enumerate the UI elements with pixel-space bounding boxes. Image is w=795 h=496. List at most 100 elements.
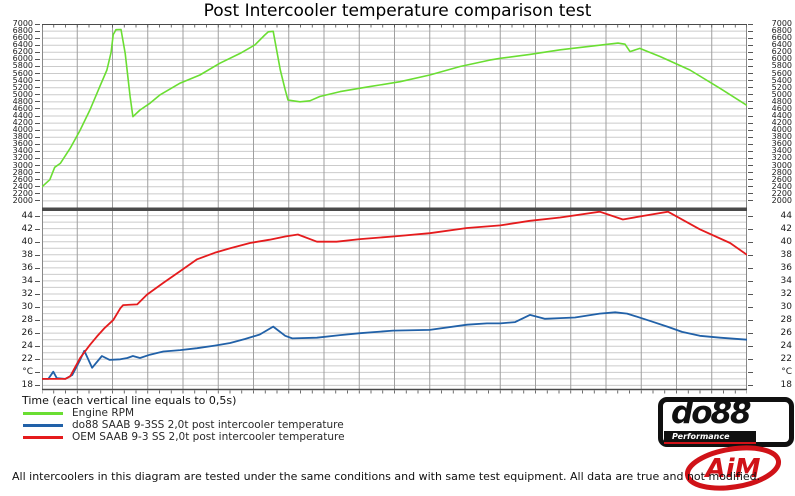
legend: Engine RPM do88 SAAB 9-3SS 2,0t post inte…: [23, 407, 345, 443]
y-axis-tick-mark: [748, 193, 753, 195]
y-axis-tick-mark: [35, 30, 40, 32]
y-axis-tick-mark: [35, 136, 40, 138]
y-axis-tick-mark: [748, 129, 753, 131]
page-title: Post Intercooler temperature comparison …: [203, 1, 592, 21]
y-axis-tick-label: 32: [22, 289, 40, 299]
y-axis-tick-mark: [35, 186, 40, 188]
time-axis-label: Time (each vertical line equals to 0,5s): [22, 394, 237, 407]
y-axis-tick-mark: [35, 307, 40, 309]
y-axis-tick-label: 4800: [13, 97, 40, 106]
y-axis-tick-mark: [35, 157, 40, 159]
y-axis-tick-label: 22: [22, 355, 40, 364]
y-axis-tick-mark: [748, 267, 753, 269]
y-axis-tick-mark: [748, 73, 753, 75]
y-axis-tick-mark: [35, 122, 40, 124]
aim-logo: AiM: [684, 445, 782, 491]
y-axis-tick-label: 6000: [748, 55, 792, 63]
y-axis-tick-mark: [35, 108, 40, 110]
legend-label-2: OEM SAAB 9-3 SS 2,0t post intercooler te…: [72, 431, 345, 443]
series-line-0: [42, 28, 747, 188]
y-axis-tick-label: 2400: [13, 182, 40, 191]
y-axis-tick-label: 38: [748, 250, 792, 260]
y-axis-tick-mark: [35, 73, 40, 75]
y-axis-tick-mark: [35, 143, 40, 145]
rpm-chart: [42, 24, 747, 211]
y-axis-tick-mark: [35, 333, 40, 335]
y-axis-tick-label: 6600: [13, 34, 40, 42]
y-axis-tick-label: 6200: [13, 48, 40, 56]
y-axis-tick-label: 24: [748, 342, 792, 351]
y-axis-tick-mark: [35, 346, 40, 348]
series-line-1: [42, 211, 747, 380]
y-axis-tick-label: 44: [22, 211, 40, 221]
y-axis-tick-label: 3400: [13, 147, 40, 155]
do88-logo: do88 Performance: [658, 395, 794, 447]
y-axis-tick-mark: [35, 385, 40, 387]
y-axis-tick-mark: [748, 58, 753, 60]
aim-logo-text: AiM: [704, 454, 761, 484]
y-axis-tick-label: 2600: [13, 175, 40, 184]
y-axis-tick-label: 30: [22, 303, 40, 312]
y-axis-tick-label: °C: [748, 368, 792, 377]
y-axis-tick-label: 2200: [748, 189, 792, 198]
y-axis-tick-mark: [748, 143, 753, 145]
y-axis-tick-label: 44: [748, 211, 792, 221]
y-axis-tick-label: 24: [22, 342, 40, 351]
y-axis-tick-mark: [35, 23, 40, 25]
y-axis-tick-label: 18: [22, 381, 40, 390]
y-axis-tick-label: 3600: [13, 140, 40, 148]
y-axis-tick-mark: [748, 150, 753, 152]
y-axis-tick-label: 5400: [748, 76, 792, 85]
y-axis-tick-label: 2200: [13, 189, 40, 198]
y-axis-tick-mark: [748, 385, 753, 387]
y-axis-tick-label: 4000: [748, 126, 792, 134]
y-axis-tick-mark: [748, 186, 753, 188]
y-axis-tick-label: 5200: [748, 83, 792, 92]
y-axis-tick-label: 38: [22, 250, 40, 260]
y-axis-tick-label: 5800: [13, 62, 40, 70]
y-axis-tick-mark: [35, 372, 40, 374]
y-axis-tick-label: 2800: [13, 168, 40, 177]
panel-separator: [42, 207, 747, 211]
legend-item-2: OEM SAAB 9-3 SS 2,0t post intercooler te…: [23, 431, 345, 443]
y-axis-tick-label: 3800: [748, 133, 792, 141]
y-axis-tick-mark: [748, 165, 753, 167]
y-axis-tick-label: 2000: [748, 196, 792, 205]
y-axis-tick-mark: [35, 280, 40, 282]
y-axis-tick-mark: [748, 280, 753, 282]
y-axis-tick-mark: [35, 58, 40, 60]
y-axis-tick-label: 4000: [13, 126, 40, 134]
y-axis-tick-label: 3800: [13, 133, 40, 141]
y-axis-tick-label: 6000: [13, 55, 40, 63]
y-axis-tick-mark: [748, 179, 753, 181]
footnote: All intercoolers in this diagram are tes…: [12, 470, 761, 483]
y-axis-tick-label: 2000: [13, 196, 40, 205]
y-axis-tick-mark: [35, 101, 40, 103]
y-axis-tick-label: 30: [748, 303, 792, 312]
y-axis-tick-mark: [748, 80, 753, 82]
y-axis-tick-mark: [748, 108, 753, 110]
legend-item-0: Engine RPM: [23, 407, 345, 419]
y-axis-tick-mark: [35, 115, 40, 117]
aim-logo-ellipse: [684, 445, 782, 491]
y-axis-tick-mark: [748, 307, 753, 309]
y-axis-tick-label: 4600: [13, 104, 40, 113]
y-axis-tick-label: 4200: [13, 119, 40, 127]
y-axis-tick-mark: [35, 293, 40, 295]
y-axis-tick-mark: [748, 44, 753, 46]
y-axis-tick-mark: [35, 94, 40, 96]
y-axis-tick-mark: [748, 157, 753, 159]
y-axis-tick-label: 32: [748, 289, 792, 299]
temperature-chart: [42, 211, 747, 394]
y-axis-tick-label: 28: [748, 316, 792, 325]
y-axis-tick-mark: [35, 87, 40, 89]
y-axis-tick-mark: [748, 122, 753, 124]
do88-logo-subtext: Performance: [664, 431, 756, 442]
y-axis-tick-label: 7000: [748, 20, 792, 28]
y-axis-tick-mark: [35, 179, 40, 181]
y-axis-tick-label: 5600: [13, 69, 40, 78]
y-axis-tick-label: 36: [748, 263, 792, 273]
legend-swatch-2: [23, 435, 63, 439]
y-axis-tick-label: 5000: [748, 90, 792, 99]
